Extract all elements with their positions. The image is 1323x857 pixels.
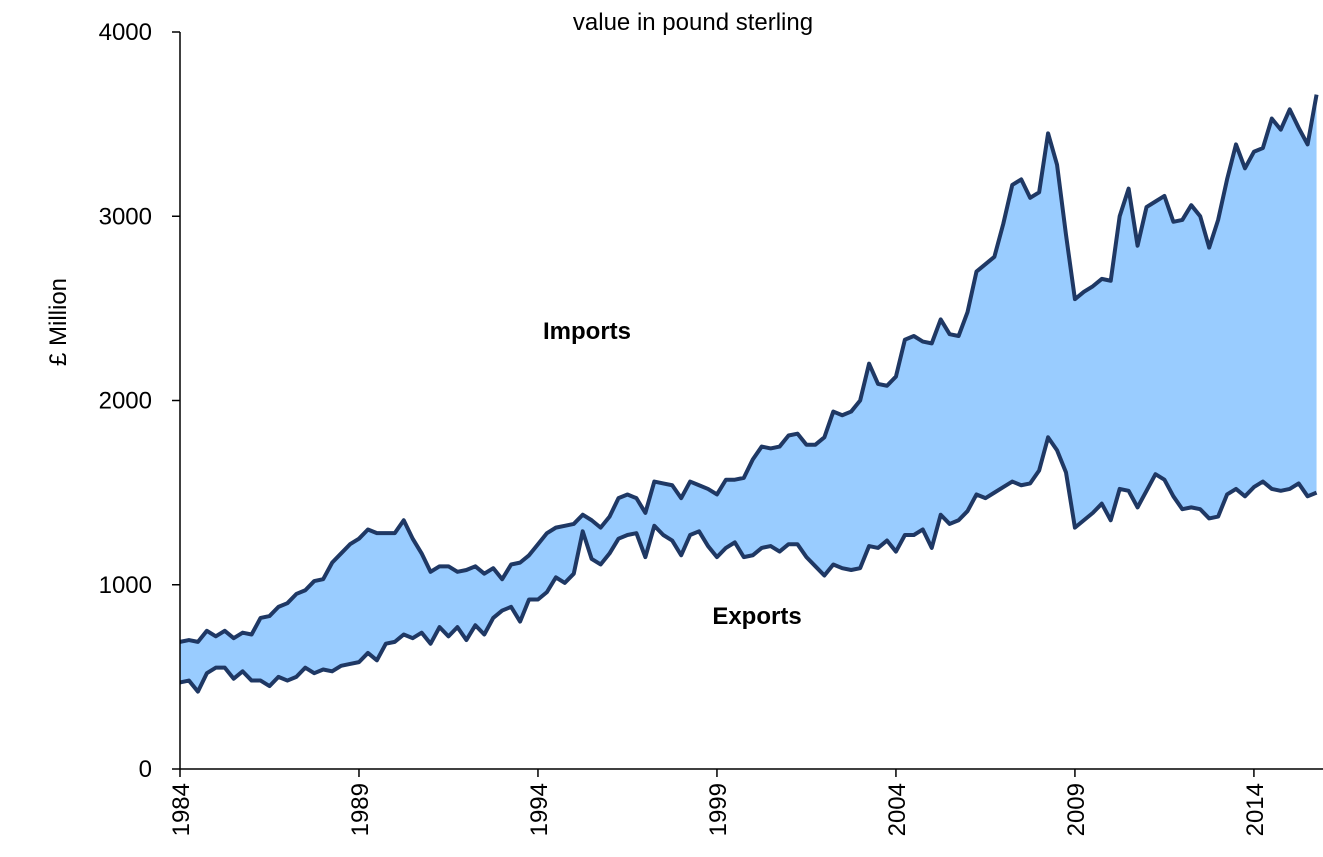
series-line [179, 94, 1319, 644]
x-tick-label: 1984 [168, 783, 195, 836]
x-tick-label: 2004 [884, 783, 911, 836]
plot-area: 0 1000 2000 3000 4000 1984 1989 1994 1999 2004 200… [99, 19, 1323, 836]
y-tick-label: 0 [139, 756, 152, 783]
y-tick-label: 1000 [99, 572, 152, 599]
chart-subtitle: value in pound sterling [573, 9, 813, 36]
area-fill [180, 94, 1317, 692]
annotation: Imports [543, 318, 631, 345]
y-tick-label: 2000 [99, 388, 152, 415]
y-tick-label: 3000 [99, 203, 152, 230]
x-tick-label: 1989 [347, 783, 374, 836]
y-tick-label: 4000 [99, 19, 152, 46]
y-axis-label: £ Million [45, 278, 72, 366]
x-tick-label: 2009 [1063, 783, 1090, 836]
x-tick-label: 2014 [1242, 783, 1269, 836]
annotation: Exports [712, 603, 801, 630]
x-tick-label: 1994 [526, 783, 553, 836]
series-line [179, 435, 1318, 694]
x-tick-label: 1999 [705, 783, 732, 836]
